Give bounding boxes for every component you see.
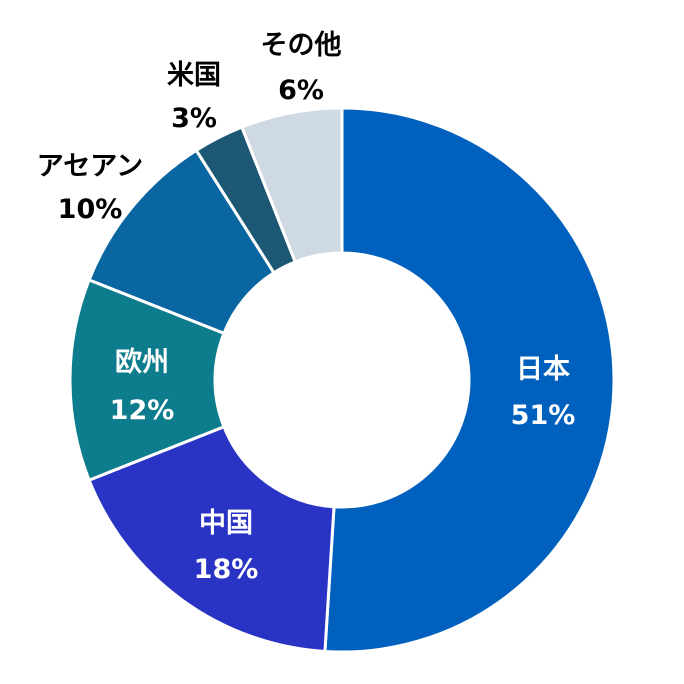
- slice-label-asean: アセアン: [37, 151, 143, 182]
- slice-label-other: その他: [261, 30, 342, 61]
- slice-label-japan: 日本: [516, 354, 570, 385]
- slice-label-usa: 米国: [167, 60, 221, 91]
- slice-value-usa: 3%: [171, 103, 217, 134]
- slice-label-europe: 欧州: [115, 347, 169, 378]
- slice-value-other: 6%: [278, 75, 324, 106]
- slice-other: [239, 106, 344, 264]
- slice-value-europe: 12%: [110, 395, 175, 426]
- slice-value-asean: 10%: [58, 194, 123, 225]
- slice-label-china: 中国: [199, 508, 253, 539]
- slice-japan: [323, 106, 616, 654]
- slice-china: [87, 424, 336, 654]
- slice-value-japan: 51%: [511, 400, 576, 431]
- donut-slices: [68, 106, 616, 654]
- slice-value-china: 18%: [194, 554, 259, 585]
